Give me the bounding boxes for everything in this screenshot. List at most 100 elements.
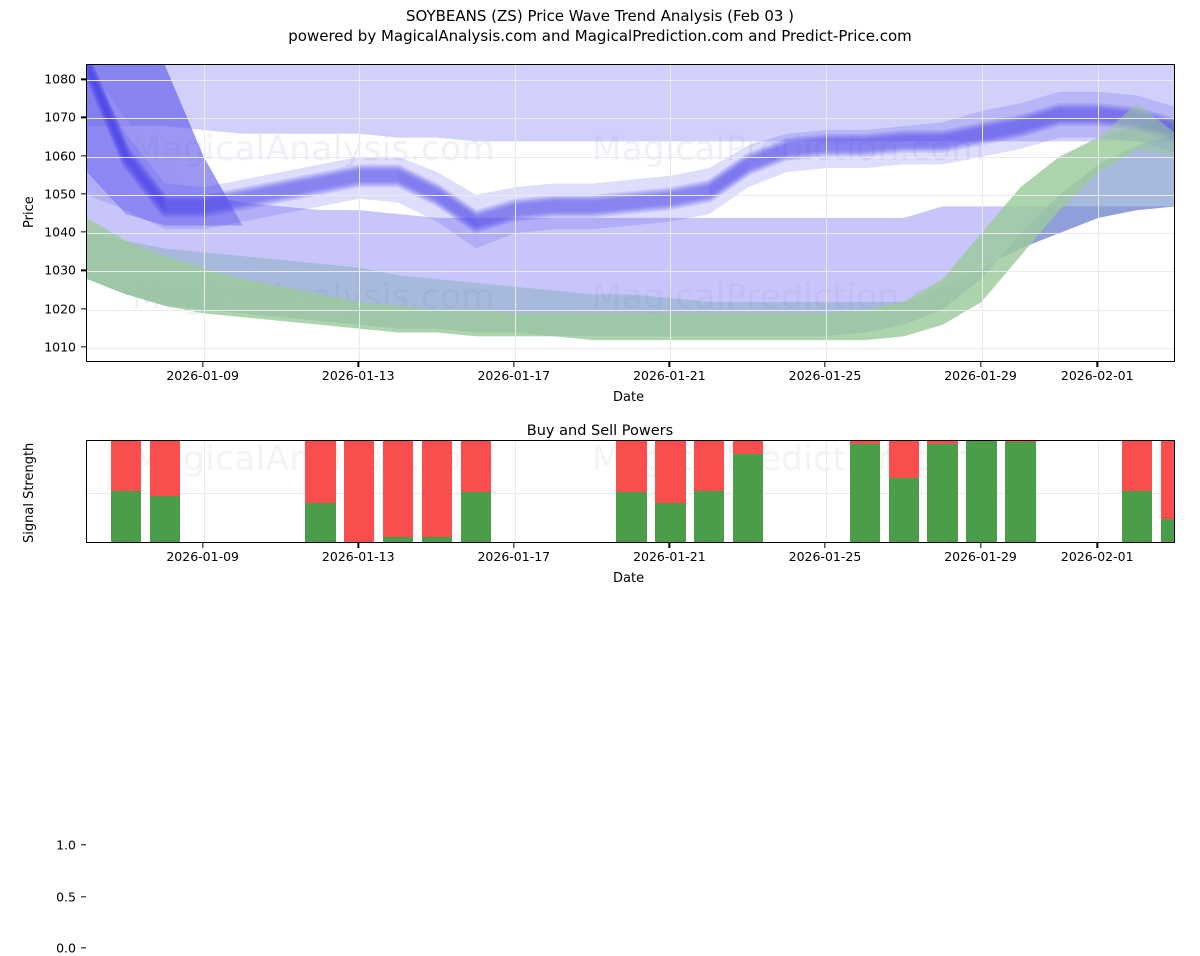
price-x-tick-mark <box>1096 362 1098 367</box>
price-gridline-v <box>1098 65 1100 361</box>
sell-segment <box>655 441 686 503</box>
price-plot-area: MagicalAnalysis.com MagicalPrediction.co… <box>86 64 1175 362</box>
price-band-steel-blue-lower-band <box>87 134 1174 337</box>
buy-sell-bar[interactable] <box>733 441 764 542</box>
buy-sell-x-tick-mark <box>979 543 982 548</box>
price-y-tick-mark <box>81 116 86 119</box>
buy-sell-bar[interactable] <box>966 441 997 542</box>
buy-sell-gridline-v <box>1098 441 1100 542</box>
price-gridline-h <box>87 118 1174 120</box>
buy-sell-bar[interactable] <box>888 441 919 542</box>
price-y-tick-label: 1040 <box>44 224 76 240</box>
buy-sell-bar[interactable] <box>344 441 375 542</box>
buy-sell-bar[interactable] <box>1121 441 1153 542</box>
page-subtitle: powered by MagicalAnalysis.com and Magic… <box>288 27 912 45</box>
buy-sell-x-tick-label: 2026-01-09 <box>166 549 239 564</box>
buy-sell-bar[interactable] <box>927 441 958 542</box>
buy-sell-bar[interactable] <box>849 441 881 542</box>
price-x-tick-label: 2026-01-09 <box>166 368 239 383</box>
price-x-tick-mark <box>824 362 826 367</box>
buy-sell-powers-panel: Buy and Sell Powers MagicalAnalysis.com … <box>0 405 1200 956</box>
buy-segment <box>305 502 336 542</box>
buy-segment <box>1005 442 1036 542</box>
price-y-tick-mark <box>81 78 86 80</box>
price-gridline-v <box>825 65 827 361</box>
price-y-tick-label: 1080 <box>44 71 76 87</box>
price-wave-graphic <box>87 65 1174 341</box>
buy-sell-bar[interactable] <box>1005 441 1036 542</box>
sell-segment <box>616 441 647 492</box>
buy-sell-bar[interactable] <box>382 441 414 542</box>
price-gridline-v <box>203 65 205 361</box>
price-wave-line <box>87 65 1174 226</box>
buy-sell-bar[interactable] <box>149 441 180 542</box>
buy-sell-y-tick-mark <box>81 844 86 846</box>
buy-sell-x-tick-label: 2026-01-29 <box>944 549 1017 564</box>
buy-sell-y-tick-label: 1.0 <box>56 837 76 853</box>
buy-segment <box>733 454 764 542</box>
price-x-tick-label: 2026-01-21 <box>633 368 706 383</box>
buy-sell-gridline-v <box>514 441 516 542</box>
buy-sell-x-tick-mark <box>668 543 671 548</box>
buy-sell-title: Buy and Sell Powers <box>526 423 674 439</box>
buy-segment <box>888 478 919 542</box>
price-wave-line <box>87 67 1174 229</box>
buy-segment <box>421 536 453 542</box>
price-y-tick-mark <box>81 231 86 233</box>
sell-segment <box>1160 441 1174 520</box>
chart-title-block: SOYBEANS (ZS) Price Wave Trend Analysis … <box>0 6 1200 46</box>
buy-sell-bar[interactable] <box>694 441 725 542</box>
price-band-mid-blue-band <box>87 65 1174 302</box>
price-gridline-h <box>87 309 1174 311</box>
buy-sell-x-tick-label: 2026-01-13 <box>321 549 395 564</box>
sell-segment <box>927 441 958 445</box>
buy-segment <box>927 444 958 542</box>
buy-segment <box>849 444 881 542</box>
sell-segment <box>1121 441 1153 491</box>
buy-sell-y-tick-label: 0.0 <box>56 940 76 956</box>
sell-segment <box>344 441 375 542</box>
price-x-axis-label: Date <box>613 390 645 405</box>
sell-segment <box>733 441 764 455</box>
price-gridline-h <box>87 233 1174 235</box>
price-wave-line <box>87 65 1174 224</box>
price-y-tick-mark <box>81 155 86 157</box>
buy-sell-y-axis-label: Signal Strength <box>22 442 37 543</box>
price-gridline-h <box>87 194 1174 196</box>
price-y-tick-label: 1030 <box>44 262 76 278</box>
price-gridline-v <box>981 65 983 361</box>
price-wave-line <box>87 71 1174 234</box>
price-x-tick-label: 2026-01-13 <box>321 368 395 383</box>
price-wave-panel: MagicalAnalysis.com MagicalPrediction.co… <box>0 0 1200 405</box>
price-gridline-v <box>514 65 516 361</box>
price-gridline-v <box>670 65 672 361</box>
price-wave-line <box>87 65 1174 223</box>
buy-sell-bar[interactable] <box>421 441 453 542</box>
buy-sell-bar[interactable] <box>616 441 647 542</box>
buy-sell-bar[interactable] <box>305 441 336 542</box>
buy-sell-bar[interactable] <box>110 441 142 542</box>
price-y-axis-label: Price <box>22 196 37 228</box>
buy-sell-x-tick-mark <box>824 543 826 548</box>
buy-segment <box>655 502 686 542</box>
sell-segment <box>460 441 492 492</box>
buy-sell-bar[interactable] <box>1160 441 1174 542</box>
buy-sell-bar[interactable] <box>655 441 686 542</box>
price-y-tick-label: 1020 <box>44 301 76 316</box>
buy-segment <box>460 491 492 542</box>
price-x-tick-label: 2026-02-01 <box>1060 368 1134 383</box>
buy-sell-x-axis-label: Date <box>613 571 645 586</box>
buy-segment <box>149 495 180 542</box>
price-gridline-h <box>87 80 1174 82</box>
buy-sell-y-tick-label: 0.5 <box>56 889 76 904</box>
price-wave-line <box>87 65 1174 219</box>
buy-segment <box>616 491 647 542</box>
sell-segment <box>382 441 414 537</box>
buy-sell-bar[interactable] <box>460 441 492 542</box>
price-x-tick-mark <box>357 362 359 367</box>
price-band-outer-blue-band-upper <box>87 65 1174 142</box>
buy-sell-gridline-v <box>825 441 827 542</box>
buy-sell-x-tick-label: 2026-02-01 <box>1060 549 1134 564</box>
price-y-tick-label: 1070 <box>44 109 76 125</box>
buy-sell-y-tick-mark <box>81 947 86 949</box>
